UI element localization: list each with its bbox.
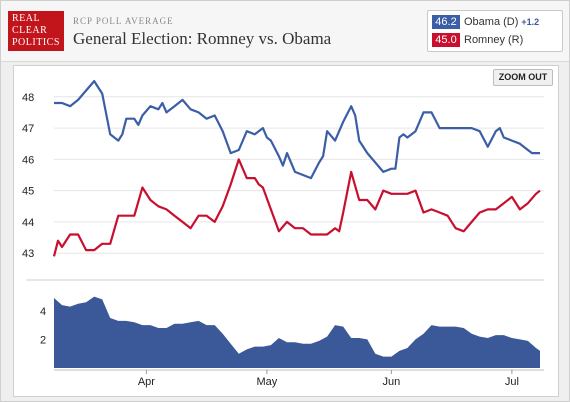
legend-obama-value: 46.2: [432, 15, 460, 29]
y-tick-label: 45: [22, 186, 34, 198]
y-tick-label: 46: [22, 154, 34, 166]
y-tick-label: 47: [22, 123, 34, 135]
legend: 46.2 Obama (D) +1.2 45.0 Romney (R): [427, 10, 563, 52]
y-tick-label: 44: [22, 217, 34, 229]
rcp-logo[interactable]: REAL CLEAR POLITICS: [8, 11, 64, 51]
legend-item-romney[interactable]: 45.0 Romney (R): [432, 33, 523, 47]
spread-tick-label: 2: [40, 334, 46, 346]
zoom-out-button[interactable]: ZOOM OUT: [493, 69, 553, 86]
y-tick-label: 48: [22, 92, 34, 104]
spread-tick-label: 4: [40, 306, 46, 318]
chart-title: General Election: Romney vs. Obama: [73, 29, 332, 48]
main-plot-bg: [54, 78, 544, 272]
legend-obama-name: Obama (D): [464, 16, 519, 28]
y-tick-label: 43: [22, 248, 34, 260]
series-line-romney: [52, 158, 541, 257]
logo-line: REAL: [12, 13, 41, 24]
series-line-obama: [54, 80, 540, 180]
x-tick-label: Apr: [138, 376, 155, 388]
chart-canvas: 43 44 45 46 47 48 2 4 Apr May Jun Jul: [22, 78, 544, 388]
logo-line: POLITICS: [12, 37, 60, 48]
legend-obama-spread: +1.2: [521, 17, 540, 27]
x-tick-label: Jul: [505, 376, 519, 388]
x-tick-label: May: [256, 376, 277, 388]
spread-area: [54, 296, 540, 368]
x-tick-label: Jun: [383, 376, 401, 388]
chart-kicker: RCP POLL AVERAGE: [73, 16, 174, 26]
plot-area: 43 44 45 46 47 48 2 4 Apr May Jun Jul: [13, 65, 559, 397]
legend-romney-value: 45.0: [432, 33, 460, 47]
legend-romney-name: Romney (R): [464, 34, 524, 46]
legend-item-obama[interactable]: 46.2 Obama (D) +1.2: [432, 15, 539, 29]
logo-line: CLEAR: [12, 25, 48, 36]
widget-header: REAL CLEAR POLITICS RCP POLL AVERAGE Gen…: [1, 1, 569, 62]
